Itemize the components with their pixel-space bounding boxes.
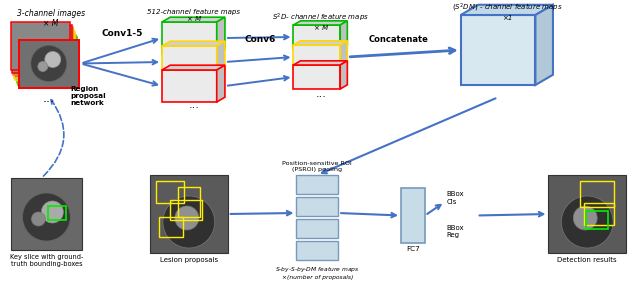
Polygon shape — [293, 41, 348, 45]
Text: ...: ... — [316, 89, 326, 99]
Text: Key slice with ground-
truth bounding-boxes: Key slice with ground- truth bounding-bo… — [10, 254, 83, 267]
Polygon shape — [162, 70, 217, 102]
Polygon shape — [162, 17, 225, 22]
FancyBboxPatch shape — [14, 30, 74, 77]
Circle shape — [31, 46, 67, 81]
FancyBboxPatch shape — [10, 22, 70, 70]
Circle shape — [31, 212, 45, 226]
Polygon shape — [340, 41, 348, 69]
Polygon shape — [217, 41, 225, 78]
Text: Position-sensitive ROI
(PSROI) pooling: Position-sensitive ROI (PSROI) pooling — [282, 161, 352, 172]
Polygon shape — [293, 45, 340, 69]
Circle shape — [22, 193, 70, 241]
Circle shape — [163, 196, 215, 248]
FancyBboxPatch shape — [19, 39, 79, 88]
Polygon shape — [293, 25, 340, 49]
Polygon shape — [296, 197, 338, 216]
FancyBboxPatch shape — [17, 35, 76, 82]
Text: Concatenate: Concatenate — [369, 35, 428, 44]
Polygon shape — [536, 5, 553, 85]
Polygon shape — [296, 241, 338, 260]
FancyBboxPatch shape — [12, 24, 72, 72]
Circle shape — [45, 52, 61, 68]
FancyBboxPatch shape — [10, 178, 83, 250]
Text: BBox
Reg: BBox Reg — [447, 224, 465, 238]
FancyBboxPatch shape — [548, 175, 626, 253]
Polygon shape — [162, 41, 225, 46]
Circle shape — [573, 206, 597, 230]
FancyBboxPatch shape — [18, 37, 77, 85]
Polygon shape — [340, 61, 348, 89]
Circle shape — [38, 61, 48, 72]
Polygon shape — [461, 15, 536, 85]
Text: Detection results: Detection results — [557, 257, 617, 263]
Text: Region
proposal
network: Region proposal network — [70, 86, 106, 106]
Circle shape — [561, 196, 613, 248]
Text: ...: ... — [43, 92, 55, 105]
Circle shape — [175, 206, 199, 230]
Polygon shape — [340, 21, 348, 49]
Polygon shape — [401, 188, 425, 243]
Polygon shape — [296, 175, 338, 194]
Polygon shape — [217, 17, 225, 54]
Text: Conv6: Conv6 — [244, 35, 276, 44]
Polygon shape — [296, 219, 338, 238]
Text: 512-channel feature maps
× M: 512-channel feature maps × M — [147, 9, 240, 22]
Polygon shape — [162, 65, 225, 70]
Polygon shape — [217, 65, 225, 102]
Text: Conv1-5: Conv1-5 — [102, 28, 143, 37]
Text: BBox
Cls: BBox Cls — [447, 191, 465, 204]
Polygon shape — [293, 61, 348, 65]
Text: $S^2D$- channel feature maps
× M: $S^2D$- channel feature maps × M — [272, 12, 369, 31]
Text: $S$-by-$S$-by-$DM$ feature maps
×(number of proposals): $S$-by-$S$-by-$DM$ feature maps ×(number… — [275, 265, 360, 280]
Polygon shape — [162, 46, 217, 78]
FancyBboxPatch shape — [19, 39, 79, 88]
FancyBboxPatch shape — [150, 175, 228, 253]
Text: FC7: FC7 — [406, 246, 420, 252]
Polygon shape — [293, 65, 340, 89]
Polygon shape — [461, 5, 553, 15]
Text: ...: ... — [188, 100, 199, 110]
Polygon shape — [293, 21, 348, 25]
Circle shape — [42, 201, 63, 223]
Text: 3-channel images
× M: 3-channel images × M — [17, 9, 85, 28]
Text: $(S^2DM)$ - channel feature maps
×1: $(S^2DM)$ - channel feature maps ×1 — [452, 2, 563, 21]
FancyBboxPatch shape — [15, 32, 75, 80]
Polygon shape — [162, 22, 217, 54]
FancyBboxPatch shape — [13, 27, 73, 75]
Text: Lesion proposals: Lesion proposals — [160, 257, 218, 263]
